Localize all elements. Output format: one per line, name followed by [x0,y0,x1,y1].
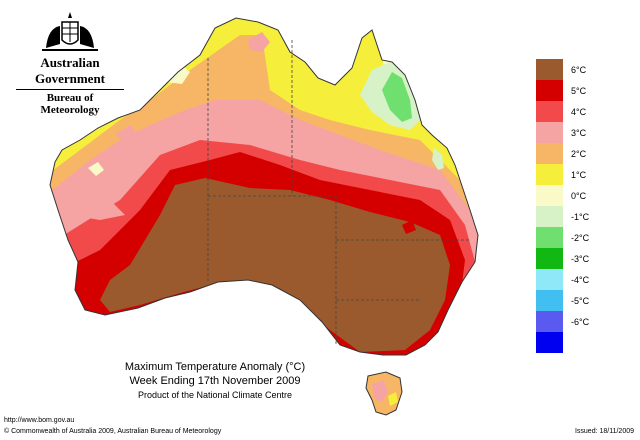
legend-label: 2°C [571,148,587,159]
map-title-block: Maximum Temperature Anomaly (°C) Week En… [90,360,340,402]
copyright-text: © Commonwealth of Australia 2009, Austra… [4,428,222,435]
legend-label: -1°C [571,211,590,222]
legend-item: 1°C [536,164,601,185]
legend-label: 4°C [571,106,587,117]
bom-logo: Australian Government Bureau of Meteorol… [10,8,130,116]
legend-swatch [536,122,563,143]
issued-date: Issued: 18/11/2009 [574,428,634,435]
legend-label: -5°C [571,295,590,306]
legend-swatch [536,248,563,269]
legend-item: 3°C [536,122,601,143]
website-link[interactable]: http://www.bom.gov.au [4,417,75,424]
legend-swatch [536,311,563,332]
legend-label: -2°C [571,232,590,243]
legend-item [536,332,601,353]
legend-label: 0°C [571,190,587,201]
legend-swatch [536,332,563,353]
legend-item: 0°C [536,185,601,206]
state-borders [207,40,470,345]
legend-label: 6°C [571,64,587,75]
legend-item: 4°C [536,101,601,122]
legend-item: 2°C [536,143,601,164]
legend-swatch [536,101,563,122]
legend-swatch [536,206,563,227]
legend-swatch [536,227,563,248]
legend-item: -3°C [536,248,601,269]
legend-swatch [536,143,563,164]
mainland-coastline [49,17,479,356]
legend-item: -1°C [536,206,601,227]
legend-swatch [536,185,563,206]
legend-label: -3°C [571,253,590,264]
tasmania [365,371,403,416]
map-title: Maximum Temperature Anomaly (°C) [124,361,306,373]
legend-item: -5°C [536,290,601,311]
legend-label: 5°C [571,85,587,96]
map-subtitle: Week Ending 17th November 2009 [129,375,301,387]
legend-label: -4°C [571,274,590,285]
legend-item: -6°C [536,311,601,332]
color-legend: 6°C 5°C 4°C 3°C 2°C 1°C 0°C -1°C -2°C -3°C -4°C -5°… [536,59,601,353]
legend-label: 1°C [571,169,587,180]
legend-item: 5°C [536,80,601,101]
legend-label: -6°C [571,316,590,327]
government-name: Australian Government [34,55,106,86]
legend-item: -4°C [536,269,601,290]
legend-swatch [536,80,563,101]
legend-swatch [536,269,563,290]
legend-item: -2°C [536,227,601,248]
map-credit: Product of the National Climate Centre [137,390,293,400]
legend-swatch [536,59,563,80]
coat-of-arms-icon [42,12,98,51]
legend-swatch [536,290,563,311]
legend-swatch [536,164,563,185]
legend-item: 6°C [536,59,601,80]
legend-label: 3°C [571,127,587,138]
bureau-name: Bureau of Meteorology [16,89,124,116]
